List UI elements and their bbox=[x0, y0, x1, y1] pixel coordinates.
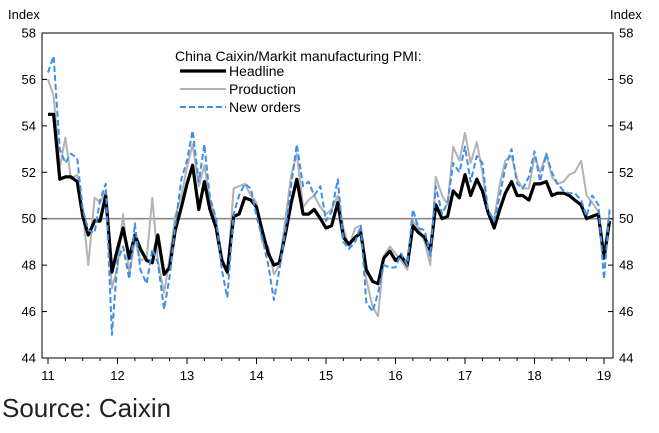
y-axis-label-left: Index bbox=[8, 7, 40, 22]
legend-label-new-orders: New orders bbox=[229, 99, 301, 115]
y-tick-label-right: 52 bbox=[619, 165, 633, 180]
y-tick-label-right: 44 bbox=[619, 351, 633, 366]
y-tick-label-left: 52 bbox=[22, 165, 36, 180]
y-tick-label-left: 48 bbox=[22, 258, 36, 273]
legend-label-production: Production bbox=[229, 81, 296, 97]
y-tick-label-left: 54 bbox=[22, 118, 36, 133]
series-line-headline bbox=[48, 112, 612, 286]
y-tick-label-left: 50 bbox=[22, 211, 36, 226]
series-lines bbox=[47, 55, 612, 336]
y-tick-label-right: 48 bbox=[619, 258, 633, 273]
axes-group: 44 44 46 46 48 48 50 50 52 52 54 54 56 56 58 58 Index Ind… bbox=[8, 7, 642, 383]
y-tick-label-left: 58 bbox=[22, 26, 36, 41]
source-note: Source: Caixin bbox=[2, 393, 172, 423]
y-tick-label-left: 56 bbox=[22, 72, 36, 87]
y-tick-label-right: 54 bbox=[619, 118, 633, 133]
y-tick-label-right: 56 bbox=[619, 72, 633, 87]
x-tick-label: 17 bbox=[458, 368, 472, 383]
x-tick-label: 11 bbox=[41, 368, 55, 383]
series-line-new-orders bbox=[47, 55, 611, 336]
legend-label-headline: Headline bbox=[229, 63, 284, 79]
y-tick-label-right: 46 bbox=[619, 304, 633, 319]
x-tick-label: 14 bbox=[249, 368, 263, 383]
x-tick-label: 12 bbox=[110, 368, 124, 383]
x-tick-label: 16 bbox=[388, 368, 402, 383]
y-tick-label-left: 44 bbox=[22, 351, 36, 366]
y-tick-label-right: 58 bbox=[619, 26, 633, 41]
plot-frame bbox=[41, 32, 614, 359]
x-tick-label: 15 bbox=[319, 368, 333, 383]
x-tick-label: 13 bbox=[180, 368, 194, 383]
x-tick-label: 18 bbox=[527, 368, 541, 383]
x-tick-label: 19 bbox=[597, 368, 611, 383]
y-tick-label-right: 50 bbox=[619, 211, 633, 226]
legend-title: China Caixin/Markit manufacturing PMI: bbox=[175, 48, 422, 64]
legend: China Caixin/Markit manufacturing PMI:He… bbox=[175, 48, 422, 115]
y-axis-label-right: Index bbox=[610, 7, 642, 22]
y-tick-label-left: 46 bbox=[22, 304, 36, 319]
